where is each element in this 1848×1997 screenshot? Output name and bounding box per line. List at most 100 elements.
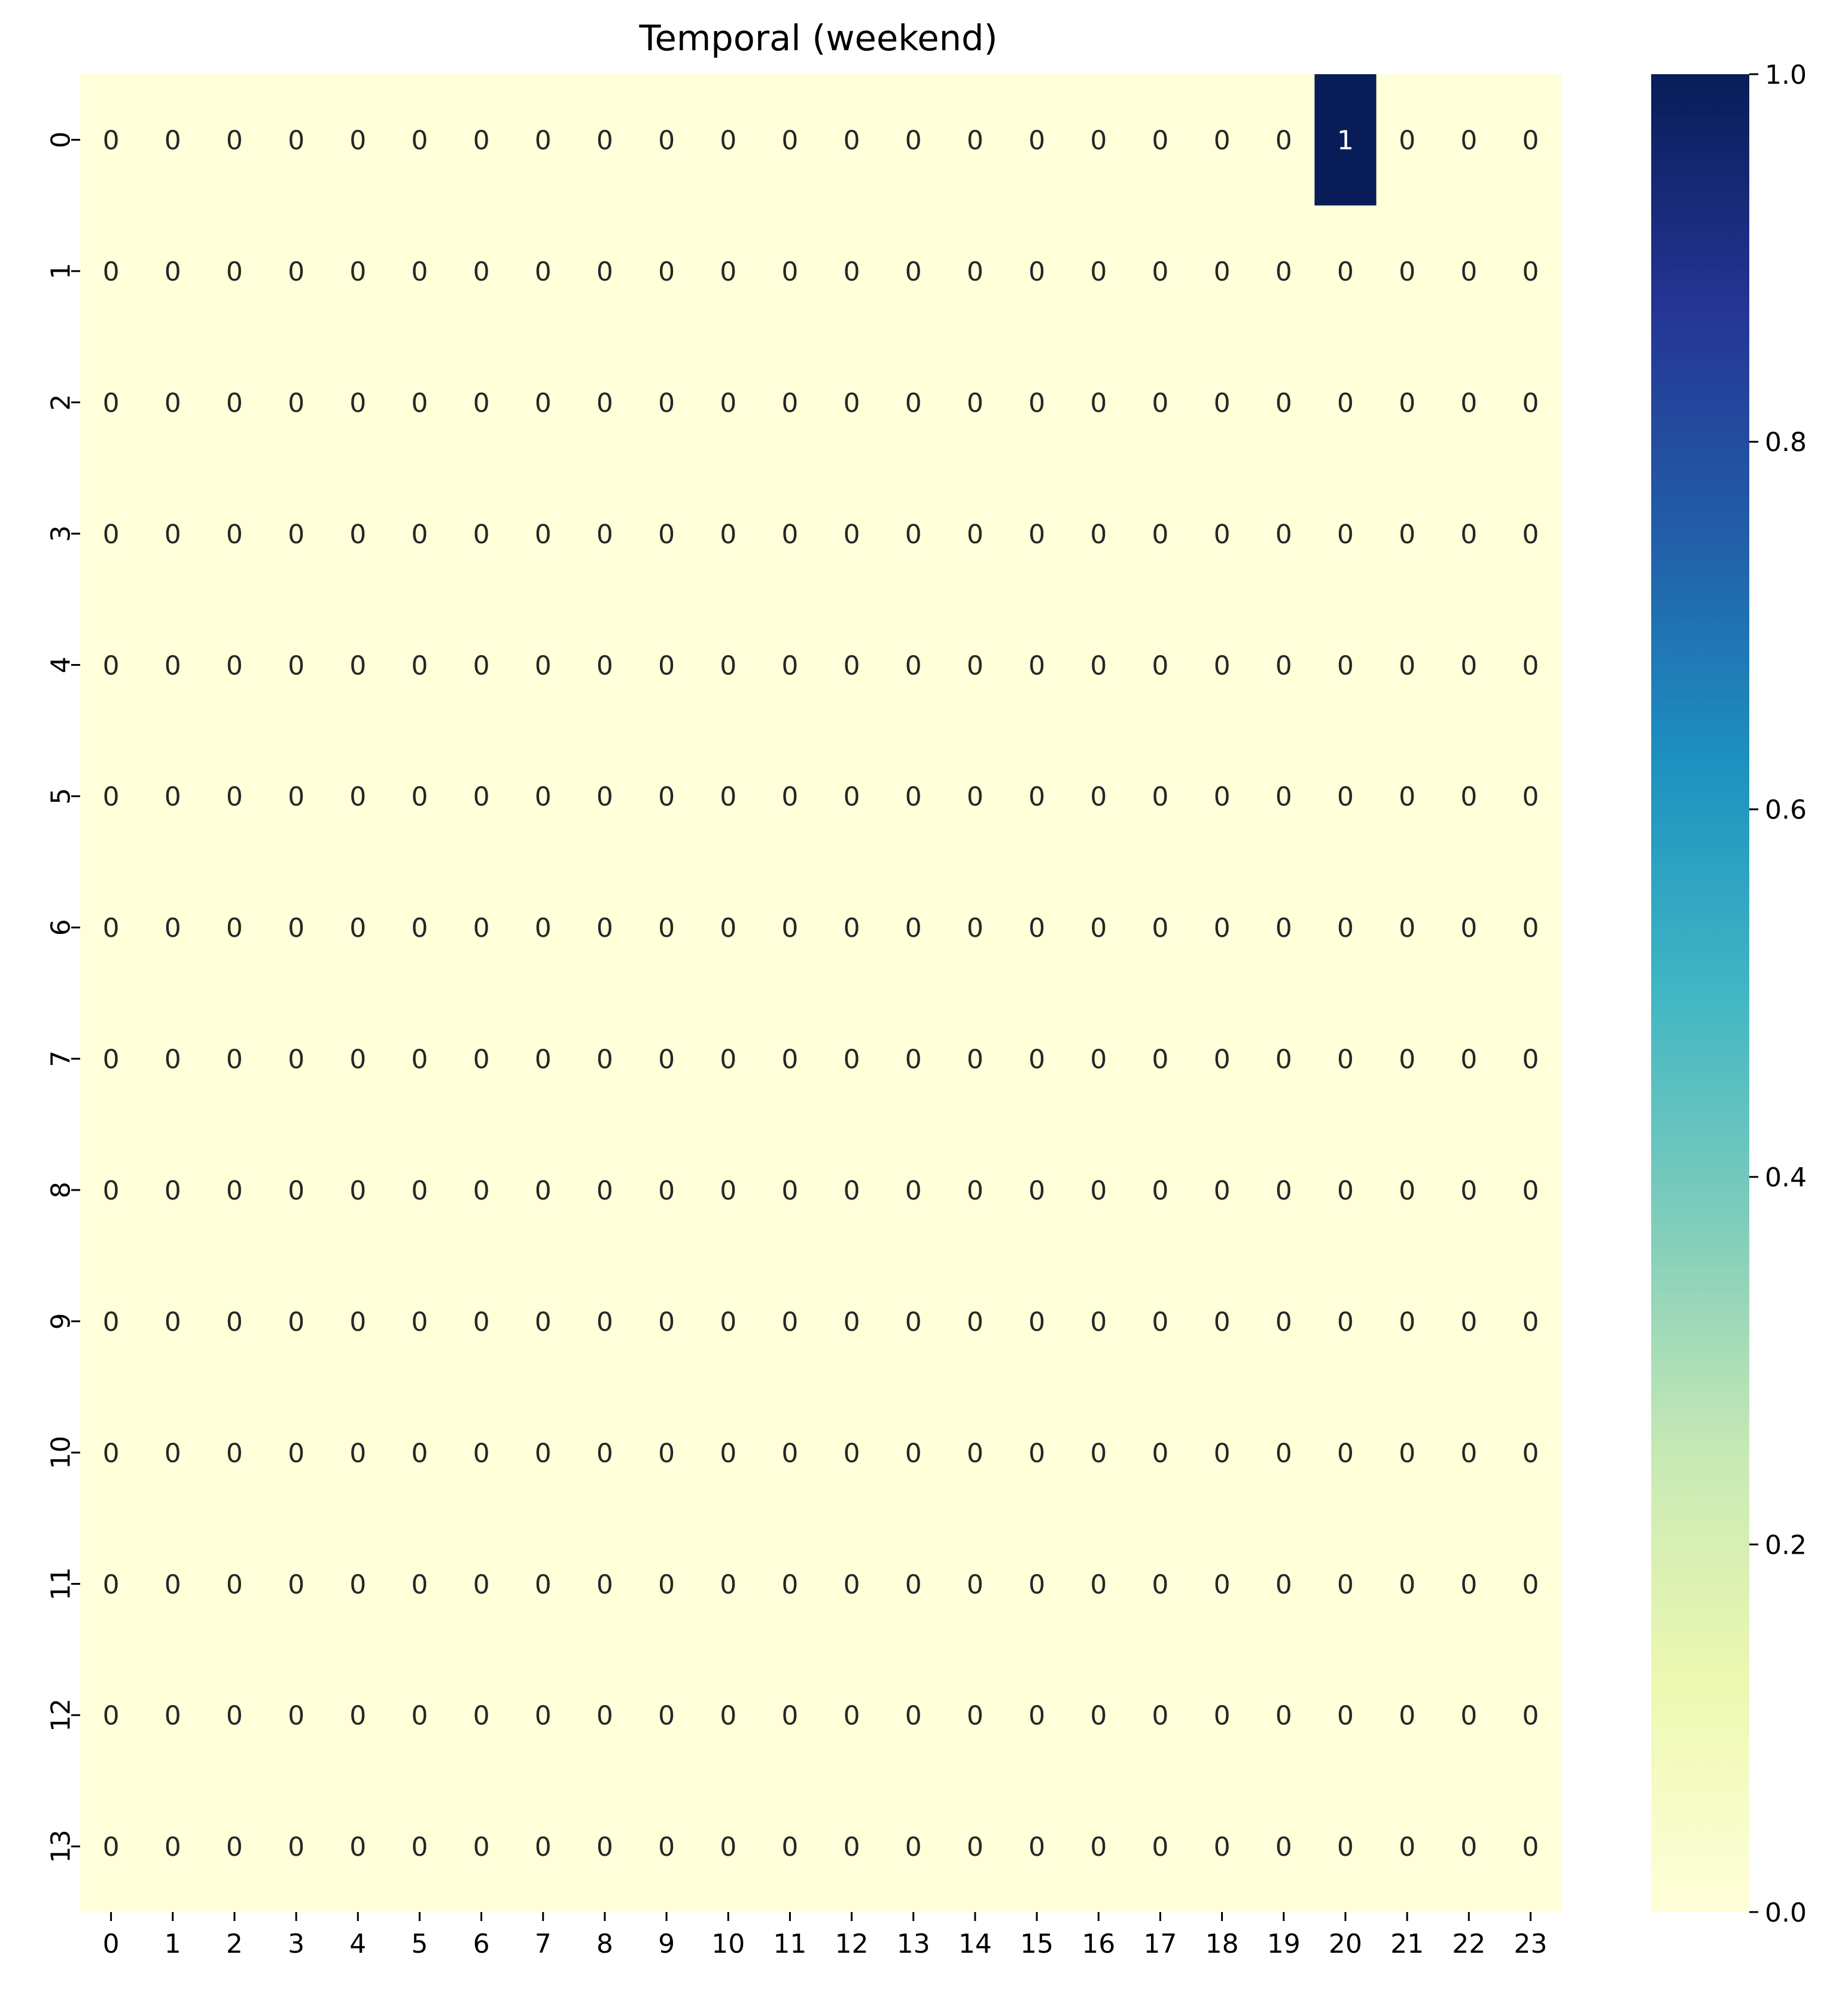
cell-value-label: 0 xyxy=(844,519,860,550)
heatmap-cell xyxy=(1438,861,1500,994)
cell-value-label: 0 xyxy=(720,1176,736,1206)
cell-value-label: 0 xyxy=(720,1701,736,1731)
colorbar-tick-label: 0.8 xyxy=(1765,427,1807,458)
heatmap-cell xyxy=(80,1518,142,1650)
heatmap-cell xyxy=(759,74,821,206)
heatmap-cell xyxy=(265,74,328,206)
x-tick-label: 17 xyxy=(1143,1929,1177,1959)
cell-value-label: 0 xyxy=(720,1307,736,1337)
cell-value-label: 0 xyxy=(535,1176,552,1206)
cell-value-label: 0 xyxy=(165,1045,181,1075)
cell-value-label: 0 xyxy=(658,257,675,287)
x-tick-label: 21 xyxy=(1390,1929,1424,1959)
cell-value-label: 0 xyxy=(1275,1045,1292,1075)
heatmap-cell xyxy=(1067,468,1130,600)
cell-value-label: 0 xyxy=(1090,257,1107,287)
cell-value-label: 0 xyxy=(1337,1438,1354,1469)
heatmap-cell xyxy=(1191,1124,1253,1256)
cell-value-label: 0 xyxy=(781,126,798,156)
heatmap-cell xyxy=(574,861,637,994)
heatmap-cell xyxy=(1067,1124,1130,1256)
cell-value-label: 0 xyxy=(411,1701,428,1731)
heatmap-cell xyxy=(1129,599,1192,731)
colorbar-tick-label: 0.2 xyxy=(1765,1530,1807,1560)
cell-value-label: 0 xyxy=(596,519,613,550)
heatmap-cell xyxy=(1438,205,1500,337)
heatmap-cell xyxy=(388,336,451,468)
heatmap-cell xyxy=(388,468,451,600)
cell-value-label: 0 xyxy=(349,1176,366,1206)
cell-value-label: 0 xyxy=(844,1307,860,1337)
heatmap-cell xyxy=(450,1124,513,1256)
heatmap-cell xyxy=(1067,205,1130,337)
cell-value-label: 0 xyxy=(473,782,490,812)
heatmap-cell xyxy=(512,205,574,337)
heatmap-cell xyxy=(1253,1649,1315,1782)
cell-value-label: 0 xyxy=(658,913,675,943)
heatmap-cell xyxy=(1191,336,1253,468)
x-tick-label: 6 xyxy=(473,1929,490,1959)
heatmap-cell xyxy=(635,74,698,206)
heatmap-cell xyxy=(1253,74,1315,206)
heatmap-cell xyxy=(1499,1649,1562,1782)
heatmap-cell xyxy=(1191,205,1253,337)
heatmap-cell xyxy=(450,993,513,1125)
heatmap-cell xyxy=(265,1649,328,1782)
cell-value-label: 0 xyxy=(967,1569,984,1600)
heatmap-cell xyxy=(1191,730,1253,863)
heatmap-cell xyxy=(944,1387,1007,1519)
heatmap-cell xyxy=(80,1124,142,1256)
y-tick-label: 13 xyxy=(46,1829,77,1863)
heatmap-cell xyxy=(697,1780,760,1913)
heatmap-cell xyxy=(1129,468,1192,600)
heatmap-cell xyxy=(882,993,945,1125)
heatmap-cell xyxy=(203,599,266,731)
x-tick-label: 12 xyxy=(835,1929,869,1959)
heatmap-cell xyxy=(697,1255,760,1387)
heatmap-cell xyxy=(512,993,574,1125)
cell-value-label: 0 xyxy=(535,1569,552,1600)
heatmap-cell xyxy=(882,1780,945,1913)
heatmap-cell xyxy=(1438,468,1500,600)
cell-value-label: 0 xyxy=(1275,650,1292,681)
cell-value-label: 0 xyxy=(1275,1701,1292,1731)
cell-value-label: 0 xyxy=(596,1176,613,1206)
heatmap-cell xyxy=(1129,1518,1192,1650)
heatmap-cell xyxy=(1006,1387,1068,1519)
heatmap-cell xyxy=(759,1780,821,1913)
cell-value-label: 0 xyxy=(596,1307,613,1337)
cell-value-label: 0 xyxy=(658,650,675,681)
y-tick-label: 7 xyxy=(46,1051,77,1067)
cell-value-label: 0 xyxy=(226,388,243,418)
cell-value-label: 0 xyxy=(535,388,552,418)
cell-value-label: 0 xyxy=(473,257,490,287)
x-tick-label: 14 xyxy=(958,1929,992,1959)
heatmap-cell xyxy=(882,1255,945,1387)
cell-value-label: 0 xyxy=(1275,782,1292,812)
cell-value-label: 0 xyxy=(781,1176,798,1206)
cell-value-label: 0 xyxy=(411,257,428,287)
heatmap-cell xyxy=(1499,205,1562,337)
heatmap-cell xyxy=(142,468,204,600)
cell-value-label: 0 xyxy=(1152,1176,1168,1206)
heatmap-cell xyxy=(1376,205,1439,337)
heatmap-cell xyxy=(203,336,266,468)
cell-value-label: 0 xyxy=(1214,913,1231,943)
cell-value-label: 0 xyxy=(1152,913,1168,943)
cell-value-label: 0 xyxy=(165,1569,181,1600)
cell-value-label: 0 xyxy=(1028,1832,1045,1862)
heatmap-cell xyxy=(1438,993,1500,1125)
heatmap-cell xyxy=(1438,1649,1500,1782)
cell-value-label: 0 xyxy=(288,1176,305,1206)
cell-value-label: 0 xyxy=(844,1176,860,1206)
cell-value-label: 0 xyxy=(720,650,736,681)
cell-value-label: 0 xyxy=(535,650,552,681)
heatmap-cell xyxy=(388,730,451,863)
cell-value-label: 0 xyxy=(226,126,243,156)
cell-value-label: 0 xyxy=(905,126,922,156)
cell-value-label: 0 xyxy=(658,1569,675,1600)
cell-value-label: 0 xyxy=(1337,1307,1354,1337)
x-tick-label: 10 xyxy=(711,1929,745,1959)
cell-value-label: 0 xyxy=(165,1307,181,1337)
heatmap-cell xyxy=(1314,336,1377,468)
